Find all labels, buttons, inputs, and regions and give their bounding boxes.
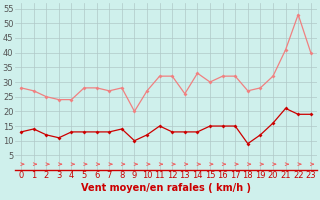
X-axis label: Vent moyen/en rafales ( km/h ): Vent moyen/en rafales ( km/h ) (81, 183, 251, 193)
